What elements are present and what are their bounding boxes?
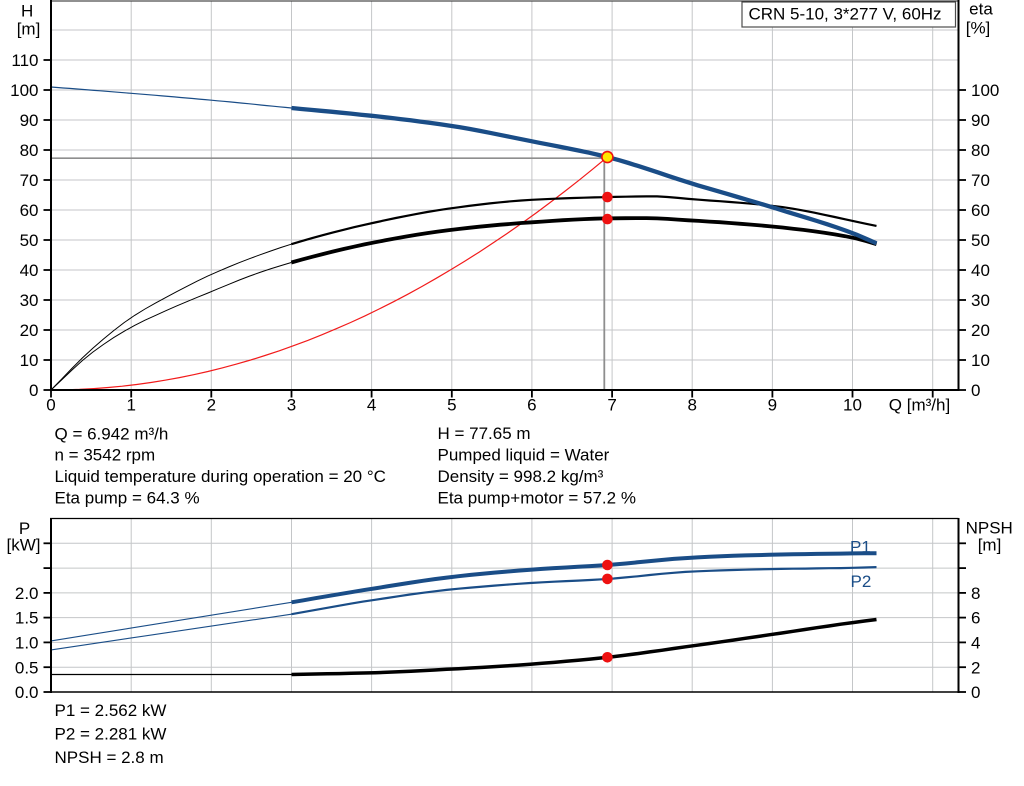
svg-text:20: 20 <box>20 321 39 340</box>
svg-text:P2 = 2.281 kW: P2 = 2.281 kW <box>55 725 167 744</box>
svg-text:110: 110 <box>11 51 38 70</box>
svg-text:80: 80 <box>971 141 990 160</box>
svg-text:0.0: 0.0 <box>15 683 39 702</box>
svg-text:9: 9 <box>768 396 777 415</box>
svg-text:4: 4 <box>971 634 980 653</box>
svg-text:2.0: 2.0 <box>15 584 39 603</box>
svg-text:100: 100 <box>10 81 38 100</box>
svg-text:10: 10 <box>971 351 990 370</box>
svg-text:P2: P2 <box>851 572 872 591</box>
svg-text:Pumped liquid = Water: Pumped liquid = Water <box>438 446 610 465</box>
svg-text:2: 2 <box>207 396 216 415</box>
svg-text:Q [m³/h]: Q [m³/h] <box>889 396 950 415</box>
svg-text:P: P <box>19 519 30 538</box>
svg-text:5: 5 <box>447 396 456 415</box>
svg-text:1.0: 1.0 <box>15 634 39 653</box>
svg-text:[m]: [m] <box>17 19 41 38</box>
svg-text:40: 40 <box>971 261 990 280</box>
svg-text:1: 1 <box>126 396 135 415</box>
svg-text:Eta pump = 64.3 %: Eta pump = 64.3 % <box>55 489 200 508</box>
svg-text:20: 20 <box>971 321 990 340</box>
svg-text:P1 = 2.562 kW: P1 = 2.562 kW <box>55 701 167 720</box>
svg-text:30: 30 <box>20 291 39 310</box>
svg-text:H = 77.65 m: H = 77.65 m <box>438 424 531 443</box>
svg-text:10: 10 <box>843 396 862 415</box>
svg-text:2: 2 <box>971 658 980 677</box>
svg-text:10: 10 <box>20 351 39 370</box>
svg-text:P1: P1 <box>850 537 871 556</box>
svg-text:0.5: 0.5 <box>15 658 39 677</box>
svg-text:Q = 6.942 m³/h: Q = 6.942 m³/h <box>55 424 169 443</box>
svg-text:50: 50 <box>971 231 990 250</box>
svg-text:4: 4 <box>367 396 376 415</box>
svg-text:Density = 998.2 kg/m³: Density = 998.2 kg/m³ <box>438 467 604 486</box>
svg-text:6: 6 <box>971 609 980 628</box>
svg-text:NPSH = 2.8 m: NPSH = 2.8 m <box>55 748 164 767</box>
svg-text:8: 8 <box>971 584 980 603</box>
svg-text:eta: eta <box>969 0 993 18</box>
svg-text:70: 70 <box>971 171 990 190</box>
svg-text:H: H <box>21 1 33 20</box>
svg-text:7: 7 <box>607 396 616 415</box>
svg-text:80: 80 <box>20 141 39 160</box>
svg-text:8: 8 <box>687 396 696 415</box>
svg-text:50: 50 <box>20 231 39 250</box>
svg-text:30: 30 <box>971 291 990 310</box>
svg-text:6: 6 <box>527 396 536 415</box>
svg-text:0: 0 <box>971 381 980 400</box>
svg-text:NPSH: NPSH <box>966 518 1013 537</box>
svg-text:60: 60 <box>20 201 39 220</box>
svg-text:90: 90 <box>20 111 39 130</box>
svg-text:n = 3542 rpm: n = 3542 rpm <box>55 446 156 465</box>
svg-text:70: 70 <box>20 171 39 190</box>
svg-text:[kW]: [kW] <box>7 536 41 555</box>
svg-text:0: 0 <box>29 381 38 400</box>
svg-text:0: 0 <box>971 683 980 702</box>
svg-text:40: 40 <box>20 261 39 280</box>
svg-text:Eta pump+motor = 57.2 %: Eta pump+motor = 57.2 % <box>438 489 636 508</box>
svg-text:[%]: [%] <box>966 19 991 38</box>
svg-text:1.5: 1.5 <box>15 609 39 628</box>
svg-text:3: 3 <box>287 396 296 415</box>
svg-text:60: 60 <box>971 201 990 220</box>
svg-text:100: 100 <box>971 81 999 100</box>
svg-text:0: 0 <box>46 396 55 415</box>
svg-text:90: 90 <box>971 111 990 130</box>
svg-text:Liquid temperature during oper: Liquid temperature during operation = 20… <box>55 467 386 486</box>
svg-text:[m]: [m] <box>978 536 1002 555</box>
svg-text:CRN 5-10, 3*277 V, 60Hz: CRN 5-10, 3*277 V, 60Hz <box>748 4 941 23</box>
